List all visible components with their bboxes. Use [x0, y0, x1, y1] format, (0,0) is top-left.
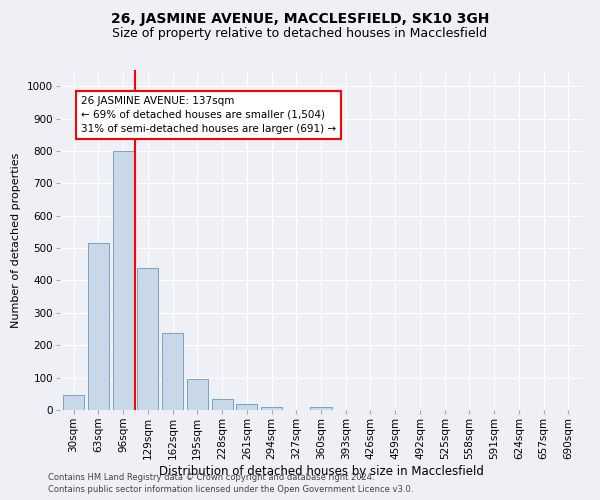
Bar [63, 395, 84, 410]
Bar [236, 404, 257, 410]
Text: Contains HM Land Registry data © Crown copyright and database right 2024.: Contains HM Land Registry data © Crown c… [48, 472, 374, 482]
Text: 26, JASMINE AVENUE, MACCLESFIELD, SK10 3GH: 26, JASMINE AVENUE, MACCLESFIELD, SK10 3… [111, 12, 489, 26]
Bar [162, 334, 183, 410]
Bar [310, 408, 332, 410]
Text: Contains public sector information licensed under the Open Government Licence v3: Contains public sector information licen… [48, 485, 413, 494]
Text: Size of property relative to detached houses in Macclesfield: Size of property relative to detached ho… [112, 28, 488, 40]
Text: 26 JASMINE AVENUE: 137sqm
← 69% of detached houses are smaller (1,504)
31% of se: 26 JASMINE AVENUE: 137sqm ← 69% of detac… [81, 96, 336, 134]
Bar [187, 378, 208, 410]
Bar [137, 268, 158, 410]
Bar [261, 407, 282, 410]
Y-axis label: Number of detached properties: Number of detached properties [11, 152, 22, 328]
Bar [88, 242, 109, 410]
X-axis label: Distribution of detached houses by size in Macclesfield: Distribution of detached houses by size … [158, 464, 484, 477]
Bar [212, 398, 233, 410]
Bar [113, 151, 134, 410]
